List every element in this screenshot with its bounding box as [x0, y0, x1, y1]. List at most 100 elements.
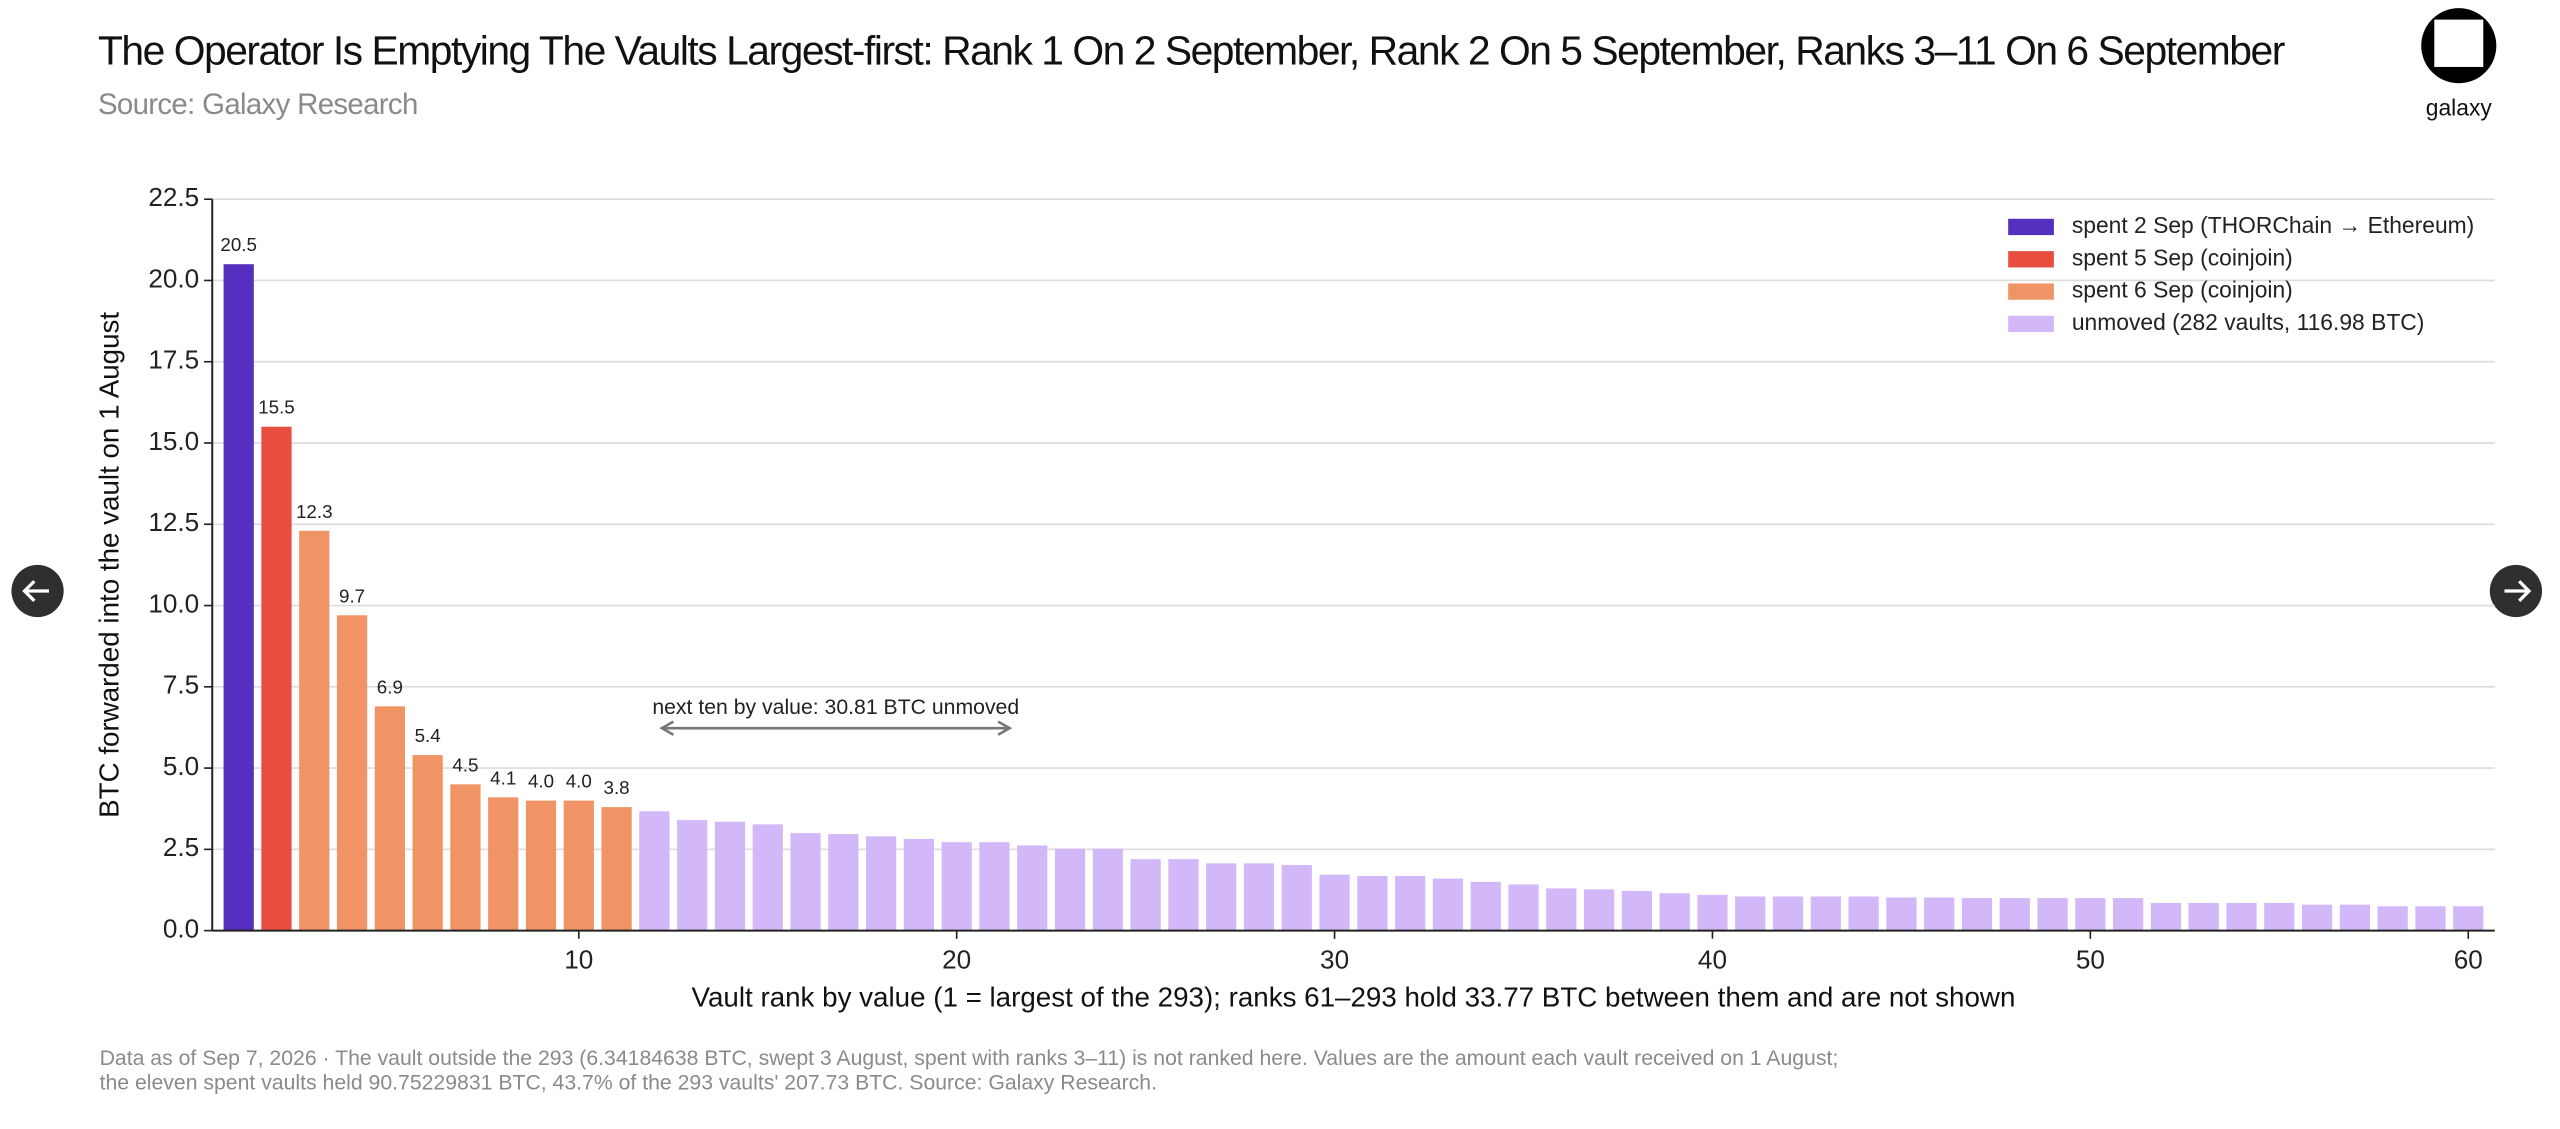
bar — [601, 807, 632, 931]
y-tick-label: 12.5 — [148, 507, 199, 537]
x-tick-label: 50 — [2076, 945, 2105, 975]
bar — [2301, 904, 2333, 931]
bar — [412, 755, 443, 931]
footnote: the eleven spent vaults held 90.75229831… — [100, 1072, 1157, 1095]
bar — [563, 800, 594, 931]
bar — [1659, 893, 1690, 931]
bar — [2453, 906, 2484, 931]
value-label: 3.8 — [604, 777, 630, 798]
bar — [299, 530, 330, 931]
bar — [979, 842, 1010, 931]
bar — [2150, 902, 2182, 931]
value-label: 20.5 — [220, 234, 257, 255]
bar — [677, 820, 708, 931]
bar — [2264, 902, 2295, 931]
bar — [488, 797, 519, 931]
bar — [336, 615, 368, 931]
y-tick-label: 0.0 — [163, 914, 199, 944]
bar — [1243, 863, 1275, 931]
bar — [1470, 881, 1501, 931]
bar — [2113, 898, 2144, 931]
y-tick-label: 2.5 — [163, 832, 199, 862]
legend-label: spent 6 Sep (coinjoin) — [2072, 277, 2293, 303]
y-tick-label: 22.5 — [148, 182, 199, 212]
chart-title: The Operator Is Emptying The Vaults Larg… — [98, 28, 2285, 74]
bar — [1697, 894, 1728, 931]
y-axis-label: BTC forwarded into the vault on 1 August — [93, 312, 124, 818]
bar — [1508, 884, 1539, 931]
legend-label: spent 2 Sep (THORChain → Ethereum) — [2072, 212, 2474, 238]
x-axis-label: Vault rank by value (1 = largest of the … — [692, 982, 2016, 1013]
bar — [1924, 897, 1955, 931]
bar — [1432, 878, 1464, 931]
bar — [1886, 897, 1917, 931]
bar — [2339, 904, 2370, 931]
bar — [639, 811, 670, 931]
bar — [1092, 848, 1123, 931]
y-tick-label: 17.5 — [148, 345, 199, 375]
bar — [261, 426, 292, 931]
value-label: 4.1 — [490, 767, 516, 788]
bar — [1281, 864, 1312, 931]
x-tick-label: 40 — [1698, 945, 1727, 975]
x-tick-label: 30 — [1320, 945, 1349, 975]
annotation: next ten by value: 30.81 BTC unmoved — [652, 696, 1019, 719]
y-tick-label: 20.0 — [148, 263, 199, 293]
value-label: 4.5 — [452, 754, 478, 775]
chart-subtitle: Source: Galaxy Research — [98, 88, 418, 121]
bar — [2075, 898, 2106, 931]
bar — [865, 836, 897, 931]
bar — [2037, 898, 2068, 931]
bar — [1206, 863, 1237, 931]
bar — [374, 706, 405, 931]
nav-prev[interactable] — [11, 564, 64, 618]
bar — [1130, 859, 1161, 931]
bar — [450, 784, 481, 931]
legend-label: spent 5 Sep (coinjoin) — [2072, 244, 2293, 270]
bar — [525, 800, 557, 931]
y-tick-label: 10.0 — [148, 588, 199, 618]
bar — [2188, 902, 2219, 931]
value-label: 9.7 — [339, 585, 365, 606]
bar — [1848, 896, 1879, 931]
bar — [1168, 859, 1199, 931]
bar — [1735, 896, 1766, 931]
bar — [1621, 890, 1653, 931]
nav-next[interactable] — [872, 0, 2543, 618]
y-tick-label: 5.0 — [163, 751, 199, 781]
bar — [1357, 876, 1388, 931]
bar — [941, 842, 972, 931]
x-tick-label: 20 — [942, 945, 971, 975]
legend-swatch — [2008, 283, 2054, 300]
annotation-arrow — [659, 720, 1013, 736]
bar — [1810, 896, 1841, 931]
bar — [2415, 906, 2446, 931]
bar — [1395, 876, 1426, 931]
value-label: 12.3 — [296, 501, 333, 522]
bar — [1017, 845, 1048, 931]
x-tick-label: 60 — [2454, 945, 2483, 975]
bar — [790, 833, 821, 931]
bar — [1583, 889, 1615, 931]
bar — [1546, 888, 1577, 931]
legend-swatch — [2008, 251, 2054, 268]
bar — [752, 824, 783, 931]
value-label: 6.9 — [377, 676, 403, 697]
footnote: Data as of Sep 7, 2026 · The vault outsi… — [100, 1047, 1839, 1070]
legend-label: unmoved (282 vaults, 116.98 BTC) — [2072, 309, 2425, 335]
bar — [1999, 898, 2030, 931]
value-label: 5.4 — [415, 725, 441, 746]
y-tick-label: 15.0 — [148, 426, 199, 456]
bar — [828, 834, 859, 931]
bar — [2377, 906, 2408, 931]
x-tick-label: 10 — [564, 945, 593, 975]
brand-logo — [2421, 8, 2497, 84]
bar — [2226, 902, 2257, 931]
bar — [223, 264, 254, 931]
legend-swatch — [2008, 315, 2054, 333]
bar — [1054, 848, 1086, 931]
bar — [1319, 874, 1350, 931]
value-label: 4.0 — [566, 771, 592, 792]
